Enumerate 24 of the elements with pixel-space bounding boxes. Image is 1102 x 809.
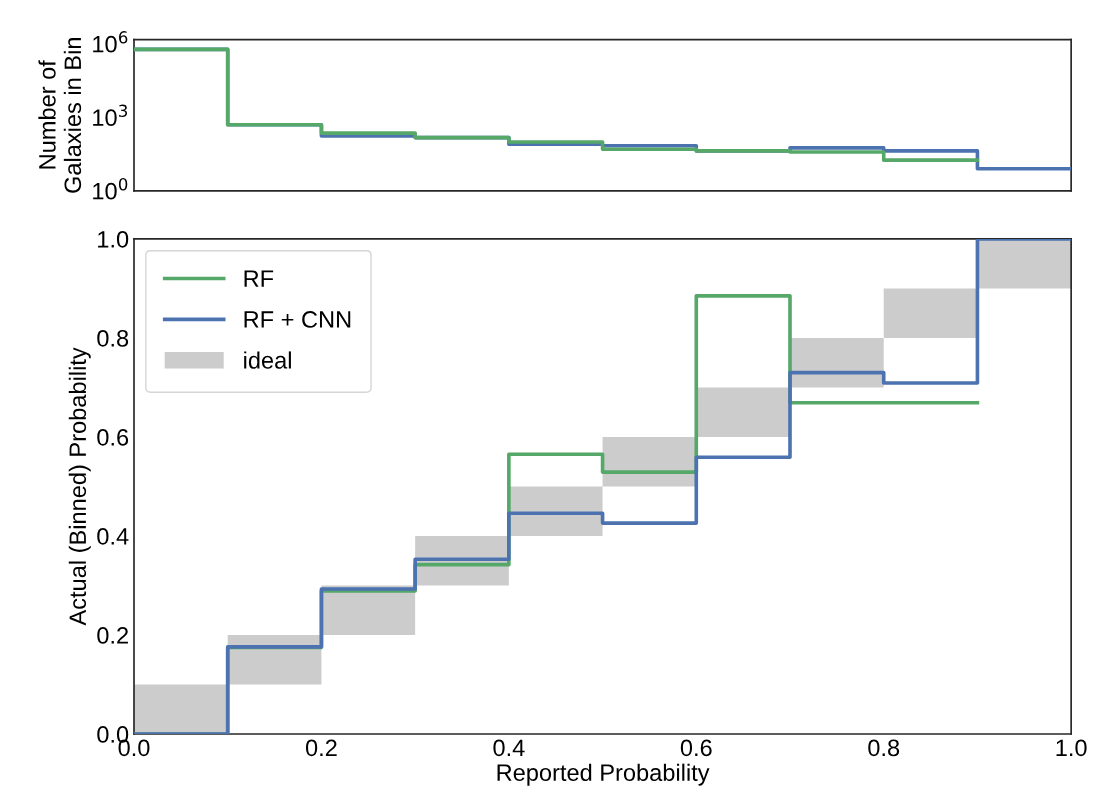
x-tick-label: 0.6 (680, 739, 712, 757)
x-tick-label: 0.8 (868, 739, 900, 757)
x-tick-label: 0.4 (493, 739, 525, 757)
y-tick-label: 0.6 (97, 429, 129, 446)
y-tick-label: 10$^{3}$ (93, 104, 128, 127)
y-tick-label: 10$^{0}$ (93, 177, 128, 200)
y-tick-label: 0.2 (97, 627, 128, 644)
y-tick-label: 10$^{6}$ (93, 31, 128, 53)
y-tick-label: 0.4 (97, 528, 129, 545)
bar (696, 387, 790, 437)
bar (790, 337, 884, 388)
y-axis-title: Number of Galaxies in Bin (38, 38, 82, 193)
bar (883, 288, 978, 338)
bar (977, 238, 1072, 289)
y-axis-title: Actual (Binned) Probability (68, 347, 91, 626)
legend-label: RF + CNN (244, 311, 351, 328)
bar (134, 684, 228, 735)
x-tick-label: 1.0 (1056, 739, 1087, 757)
x-tick-label: 0.2 (305, 739, 337, 757)
y-tick-label: 0.8 (97, 329, 129, 347)
legend-label: ideal (244, 351, 291, 369)
legend-label: RF (244, 270, 274, 287)
y-tick-label: 1.0 (98, 230, 129, 248)
x-axis-title: Reported Probability (497, 763, 710, 786)
